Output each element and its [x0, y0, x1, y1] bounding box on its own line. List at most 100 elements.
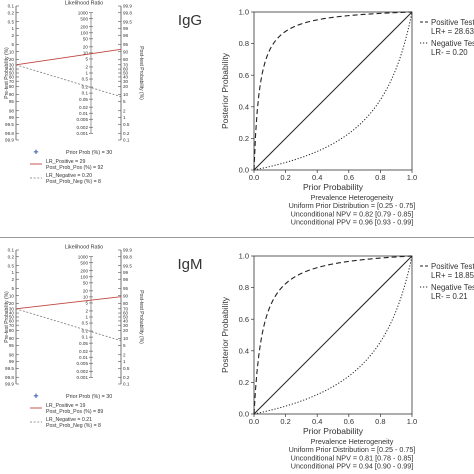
lr-tick-label: 0.001	[77, 375, 89, 380]
posttest-tick-label: 99.8	[123, 254, 132, 259]
lr-tick-label: 10	[83, 294, 89, 299]
lr-tick-label: 0.5	[82, 321, 89, 326]
lr-tick-label: 500	[80, 16, 88, 21]
x-tick-label: 0.8	[375, 173, 385, 182]
posttest-tick-label: 99.5	[123, 263, 132, 268]
legend-prior-marker: ✚	[33, 149, 38, 156]
posttest-tick-label: 30	[123, 323, 129, 328]
legend-positive-name: Positive Test	[431, 18, 474, 27]
pretest-tick-label: 99.5	[5, 122, 14, 127]
posttest-tick-label: 99	[123, 26, 129, 31]
pretest-tick-label: 30	[9, 306, 15, 311]
pretest-tick-label: 20	[9, 301, 15, 306]
pretest-tick-label: 95	[9, 343, 15, 348]
posttest-tick-label: 1	[123, 359, 126, 364]
y-tick-label: 0.6	[239, 71, 249, 80]
lr-tick-label: 0.2	[82, 85, 89, 90]
posttest-tick-label: 50	[123, 71, 129, 76]
legend-positive-lr: LR+ = 28.63	[431, 27, 474, 36]
plot-footer-line: Uniform Prior Distribution = [0.25 - 0.7…	[289, 201, 416, 210]
lr-tick-label: 5	[85, 57, 88, 62]
lr-tick-label: 0.1	[82, 91, 89, 96]
nomogram-positive-line	[15, 48, 122, 66]
reference-diagonal	[253, 11, 413, 171]
pretest-tick-label: 0.1	[8, 4, 15, 9]
posttest-tick-label: 80	[123, 57, 129, 62]
y-tick-label: 0.4	[239, 346, 249, 355]
legend-positive-label: LR_Positive = 29	[46, 159, 85, 165]
lr-tick-label: 50	[83, 280, 89, 285]
pretest-axis-title: Pre-test Probability (%)	[4, 291, 10, 343]
posttest-tick-label: 2	[123, 352, 126, 357]
pretest-tick-label: 99	[9, 115, 15, 120]
legend-negative-label: LR_Negative = 0.20	[46, 173, 92, 179]
lr-tick-label: 100	[80, 274, 88, 279]
posttest-tick-label: 40	[123, 319, 129, 324]
pretest-tick-label: 5	[11, 42, 14, 47]
igm-figure: 0.10.20.512510203040506070809095989999.5…	[4, 245, 474, 471]
posttest-tick-label: 0.2	[123, 131, 130, 136]
pretest-axis-title: Pre-test Probability (%)	[4, 47, 10, 99]
pretest-tick-label: 10	[9, 293, 15, 298]
lr-tick-label: 0.05	[79, 97, 88, 102]
posttest-tick-label: 80	[123, 301, 129, 306]
lr-tick-label: 10	[83, 50, 89, 55]
lr-tick-label: 0.005	[77, 117, 89, 122]
pretest-tick-label: 0.2	[8, 254, 15, 259]
posttest-tick-label: 40	[123, 75, 129, 80]
lr-tick-label: 2	[85, 65, 88, 70]
pretest-tick-label: 90	[9, 92, 15, 97]
posttest-tick-label: 50	[123, 315, 129, 320]
pretest-tick-label: 98	[9, 108, 15, 113]
posttest-tick-label: 99.5	[123, 19, 132, 24]
reference-diagonal	[253, 255, 413, 415]
pretest-tick-label: 99.9	[5, 382, 14, 387]
pretest-tick-label: 95	[9, 99, 15, 104]
posttest-tick-label: 70	[123, 306, 129, 311]
lr-tick-label: 20	[83, 44, 89, 49]
pretest-tick-label: 40	[9, 311, 15, 316]
pretest-tick-label: 99.8	[5, 131, 14, 136]
y-axis-title: Posterior Probability	[220, 296, 230, 373]
lr-tick-label: 0.01	[79, 111, 88, 116]
nomogram-negative-line	[15, 308, 122, 342]
igg-panel: 0.1 0.2 0.5 1 2 5 10 20 30 40 50 60 70 80 90 95 98 99 99.5…	[0, 0, 474, 230]
legend-negative-name: Negative Test	[431, 283, 474, 292]
y-tick-label: 0.4	[239, 102, 249, 111]
pretest-tick-label: 70	[9, 79, 15, 84]
posttest-tick-label: 20	[123, 84, 129, 89]
nomogram-positive-line	[15, 296, 122, 310]
x-tick-label: 1.0	[407, 173, 417, 182]
y-tick-label: 0.2	[239, 134, 249, 143]
y-tick-label: 0.2	[239, 378, 249, 387]
pretest-tick-label: 0.5	[8, 19, 15, 24]
legend-prior-label: Prior Prob (%) = 30	[66, 394, 112, 400]
posttest-tick-label: 98	[123, 277, 129, 282]
posttest-tick-label: 2	[123, 108, 126, 113]
lr-axis-title: Likelihood Ratio	[65, 245, 103, 251]
lr-tick-label: 0.002	[77, 125, 89, 130]
lr-tick-label: 0.5	[82, 77, 89, 82]
lr-tick-label: 0.1	[82, 335, 89, 340]
pretest-tick-label: 60	[9, 319, 15, 324]
negative-test-curve	[253, 11, 413, 171]
legend-prior-marker: ✚	[33, 393, 38, 400]
pretest-tick-label: 0.2	[8, 10, 15, 15]
legend-negative-name: Negative Test	[431, 39, 474, 48]
negative-test-curve	[253, 255, 413, 415]
pretest-tick-label: 99.8	[5, 375, 14, 380]
lr-tick-label: 1	[85, 71, 88, 76]
x-tick-label: 0.0	[249, 173, 259, 182]
y-tick-label: 1.0	[239, 8, 249, 17]
posttest-tick-label: 99.8	[123, 10, 132, 15]
y-tick-label: 0.0	[239, 410, 249, 419]
curve-plot-frame	[253, 11, 413, 171]
posttest-tick-label: 0.5	[123, 366, 130, 371]
plot-footer-line: Prevalence Heterogeneity	[311, 193, 394, 202]
pretest-tick-label: 99.5	[5, 366, 14, 371]
y-tick-label: 1.0	[239, 252, 249, 261]
x-tick-label: 0.8	[375, 417, 385, 426]
pretest-tick-label: 80	[9, 328, 15, 333]
pretest-tick-label: 1	[11, 270, 14, 275]
x-axis-title: Prior Probability	[303, 182, 364, 192]
